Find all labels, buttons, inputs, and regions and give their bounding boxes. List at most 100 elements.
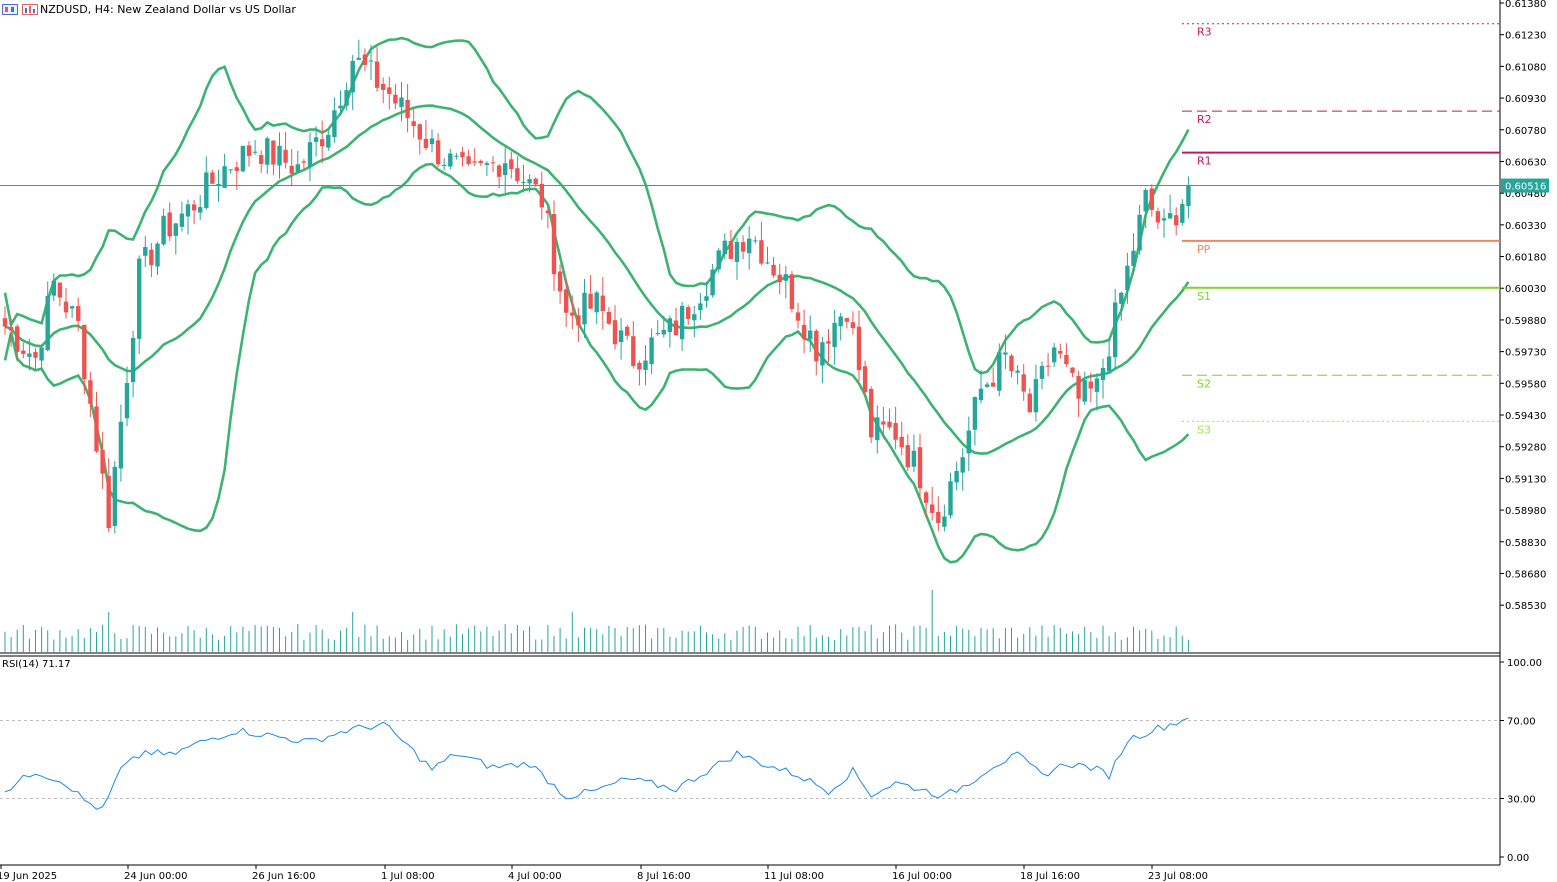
candle-body: [850, 322, 856, 329]
candle: [942, 504, 947, 532]
candle-body: [265, 138, 270, 165]
candle: [509, 151, 514, 179]
candle-body: [295, 164, 300, 172]
candle: [33, 348, 38, 372]
candle: [826, 329, 831, 363]
candle-body: [972, 397, 978, 430]
candle-body: [411, 121, 416, 127]
candle-body: [655, 333, 660, 335]
candle: [722, 233, 727, 260]
time-axis: 19 Jun 2025 24 Jun 00:00 26 Jun 16:00 1 Jul…: [0, 865, 1208, 882]
candle: [8, 318, 14, 348]
chart-window-icon[interactable]: [2, 3, 18, 15]
candle: [734, 237, 740, 280]
candle: [997, 343, 1002, 397]
candle-body: [1186, 185, 1191, 206]
band-middle-line: [4, 104, 1190, 455]
candle: [76, 297, 81, 332]
candle: [1015, 365, 1020, 385]
candle-body: [161, 215, 166, 245]
candle: [753, 236, 758, 244]
candle-body: [631, 336, 636, 366]
candle: [728, 229, 734, 260]
candle-body: [210, 172, 215, 184]
candle: [496, 164, 502, 189]
candle-body: [252, 151, 258, 153]
time-tick-label: 19 Jun 2025: [0, 871, 57, 882]
candle: [893, 406, 898, 450]
candle: [765, 246, 770, 265]
candle: [655, 320, 660, 336]
candle: [948, 472, 953, 519]
rsi-tick-label: 0.00: [1507, 853, 1529, 864]
candle: [539, 171, 544, 220]
candle-body: [301, 161, 307, 163]
band-lower-line: [3, 162, 1190, 564]
candle: [277, 132, 282, 179]
candle: [801, 309, 807, 354]
pivot-label-s3: S3: [1197, 423, 1211, 436]
candle-body: [222, 166, 227, 188]
candle-body: [374, 61, 380, 88]
time-tick-label: 23 Jul 08:00: [1148, 871, 1208, 882]
candle-body: [1045, 365, 1051, 367]
candle: [783, 266, 788, 299]
time-tick-label: 26 Jun 16:00: [252, 871, 316, 882]
candle-body: [734, 241, 740, 262]
price-tick-label: 0.60330: [1505, 221, 1546, 232]
candle: [289, 149, 294, 187]
price-tick-label: 0.59280: [1505, 443, 1546, 454]
candle: [740, 235, 746, 260]
candle-body: [930, 504, 935, 513]
candle: [875, 405, 880, 454]
candle: [393, 84, 398, 110]
candle: [972, 396, 978, 446]
candle-body: [893, 423, 898, 440]
candle-body: [679, 305, 685, 340]
candle-body: [259, 155, 264, 164]
candle-body: [442, 164, 447, 166]
candle-body: [393, 94, 398, 104]
candle-body: [1131, 250, 1136, 266]
candlestick-series: [2, 39, 1191, 534]
candle: [283, 131, 288, 169]
rsi-tick-label: 30.00: [1507, 795, 1536, 806]
candle-body: [27, 353, 32, 357]
candle-body: [1174, 215, 1179, 226]
candle-body: [1003, 352, 1008, 355]
candle: [210, 169, 215, 184]
candle: [1174, 207, 1179, 236]
candle-body: [923, 492, 929, 503]
candle-body: [1015, 370, 1020, 373]
candle-body: [167, 212, 172, 237]
price-tick-label: 0.59880: [1505, 316, 1546, 327]
candle: [82, 324, 87, 395]
chart-bars-icon[interactable]: [22, 3, 38, 15]
candle-body: [106, 475, 111, 528]
candle-body: [381, 84, 386, 90]
candle: [179, 201, 185, 232]
price-tick-label: 0.60630: [1505, 157, 1546, 168]
candle: [887, 408, 892, 430]
candle: [1137, 204, 1142, 255]
candle-body: [984, 384, 990, 388]
candle-body: [332, 110, 337, 138]
price-pane[interactable]: [0, 0, 1501, 866]
candle: [240, 145, 246, 172]
candle: [1113, 288, 1118, 371]
candle: [686, 304, 691, 325]
rsi-label: RSI(14) 71.17: [2, 659, 71, 670]
rsi-pane[interactable]: 100.00 70.00 30.00 0.00: [0, 658, 1542, 864]
pivot-label-r2: R2: [1197, 113, 1212, 126]
candle: [100, 431, 105, 489]
candle: [588, 275, 593, 309]
candle: [899, 421, 904, 456]
candle: [600, 276, 605, 330]
time-tick-label: 11 Jul 08:00: [764, 871, 824, 882]
candle-body: [539, 183, 544, 208]
candle-body: [594, 292, 599, 313]
candle-body: [198, 207, 203, 213]
candle-body: [1027, 393, 1032, 413]
candle-body: [1039, 366, 1045, 379]
